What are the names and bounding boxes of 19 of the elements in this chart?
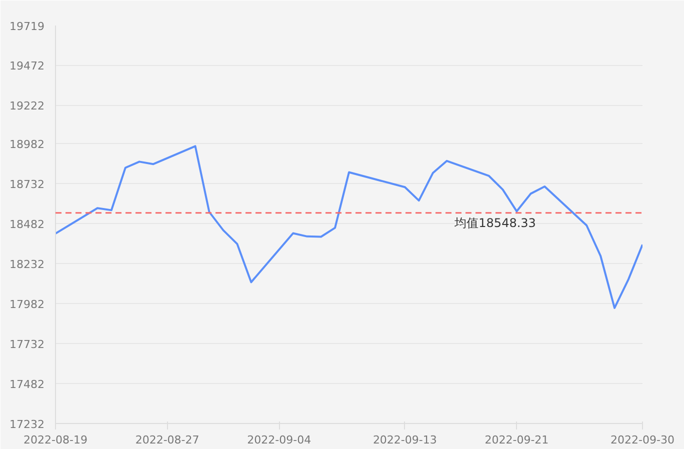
y-tick-label: 17232 [10, 418, 45, 431]
y-tick-label: 18482 [10, 218, 45, 231]
y-tick-label: 19719 [10, 20, 45, 33]
y-tick-label: 19472 [10, 60, 45, 73]
x-tick-label: 2022-09-04 [247, 434, 312, 446]
x-tick-label: 2022-09-30 [610, 434, 674, 446]
y-tick-label: 19222 [10, 100, 45, 113]
y-tick-label: 17732 [10, 338, 45, 351]
y-tick-label: 18732 [10, 178, 45, 191]
y-tick-label: 17482 [10, 378, 45, 391]
ref-line-label: 均值18548.33 [454, 216, 536, 230]
y-tick-label: 18232 [10, 258, 45, 271]
x-tick-label: 2022-08-19 [24, 434, 88, 446]
x-tick-label: 2022-09-21 [484, 434, 549, 446]
y-tick-label: 18982 [10, 138, 45, 151]
y-tick-label: 17982 [10, 298, 45, 311]
line-series [56, 145, 642, 309]
x-tick-label: 2022-09-13 [372, 434, 437, 446]
x-tick-label: 2022-08-27 [135, 434, 200, 446]
